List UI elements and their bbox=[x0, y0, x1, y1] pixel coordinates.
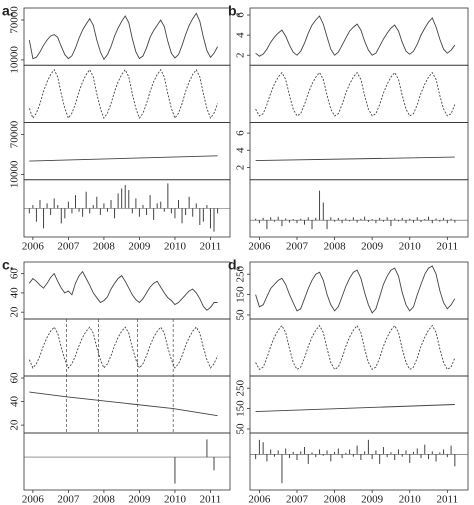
subplot-frame bbox=[23, 7, 231, 66]
x-tick-label: 2010 bbox=[164, 241, 187, 253]
y-tick-label: 4 bbox=[235, 147, 247, 153]
x-tick-label: 2011 bbox=[200, 494, 222, 505]
x-tick-label: 2010 bbox=[164, 494, 187, 505]
y-tick-label: 50 bbox=[235, 309, 247, 321]
x-tick-label: 2010 bbox=[399, 241, 422, 253]
y-tick-label: 60 bbox=[9, 372, 21, 384]
x-tick-label: 2011 bbox=[437, 241, 459, 253]
y-tick-label: 70000 bbox=[9, 120, 21, 148]
y-tick-label: 4 bbox=[235, 32, 247, 38]
x-tick-label: 2006 bbox=[248, 494, 271, 505]
x-tick-label: 2010 bbox=[399, 494, 422, 505]
subplot-frame bbox=[249, 432, 469, 491]
x-tick-label: 2009 bbox=[361, 494, 384, 505]
x-tick-label: 2006 bbox=[248, 241, 271, 253]
y-tick-label: 10000 bbox=[9, 160, 21, 188]
x-tick-label: 2007 bbox=[57, 241, 80, 253]
subplot-frame bbox=[249, 375, 469, 434]
y-tick-label: 2 bbox=[235, 52, 247, 58]
x-tick-label: 2006 bbox=[22, 241, 45, 253]
subplot-frame bbox=[23, 64, 231, 123]
x-tick-label: 2008 bbox=[324, 494, 347, 505]
x-tick-label: 2011 bbox=[437, 494, 459, 505]
series-line bbox=[28, 12, 218, 61]
y-tick-label: 40 bbox=[9, 396, 21, 408]
seasonal-line bbox=[28, 68, 219, 120]
series-line bbox=[29, 155, 218, 162]
y-tick-label: 6 bbox=[235, 12, 247, 18]
series-line bbox=[255, 404, 455, 413]
y-tick-label: 40 bbox=[9, 287, 21, 299]
y-tick-label: 50 bbox=[235, 423, 247, 435]
subplot-frame bbox=[249, 122, 469, 181]
panel-label: b. bbox=[228, 3, 240, 19]
x-tick-label: 2008 bbox=[93, 241, 116, 253]
x-tick-label: 2006 bbox=[22, 494, 45, 505]
y-tick-label: 20 bbox=[9, 419, 21, 431]
y-tick-label: 2 bbox=[235, 165, 247, 171]
y-tick-label: 150 bbox=[235, 286, 247, 303]
subplot-frame bbox=[249, 261, 469, 320]
series-line bbox=[28, 270, 218, 311]
series-line bbox=[255, 156, 455, 162]
x-tick-label: 2007 bbox=[286, 241, 309, 253]
panel-label: d. bbox=[228, 257, 240, 273]
panel-label: a. bbox=[2, 3, 14, 19]
y-tick-label: 250 bbox=[235, 379, 247, 396]
subplot-frame bbox=[249, 7, 469, 66]
series-line bbox=[255, 265, 456, 314]
y-tick-label: 60 bbox=[9, 268, 21, 280]
y-tick-label: 250 bbox=[235, 265, 247, 282]
x-tick-label: 2007 bbox=[57, 494, 80, 505]
seasonal-line bbox=[28, 326, 219, 369]
subplot-frame bbox=[23, 375, 231, 434]
series-line bbox=[29, 391, 218, 417]
x-tick-label: 2008 bbox=[324, 241, 347, 253]
seasonal-line bbox=[255, 324, 456, 371]
subplot-frame bbox=[23, 261, 231, 320]
y-tick-label: 70000 bbox=[9, 6, 21, 34]
subplot-frame bbox=[249, 64, 469, 123]
x-tick-label: 2007 bbox=[286, 494, 309, 505]
x-tick-label: 2009 bbox=[128, 241, 151, 253]
x-tick-label: 2008 bbox=[93, 494, 116, 505]
seasonal-line bbox=[255, 71, 456, 117]
panel-label: c. bbox=[2, 257, 14, 273]
series-line bbox=[255, 15, 456, 57]
y-tick-label: 10000 bbox=[9, 46, 21, 74]
subplot-frame bbox=[249, 179, 469, 238]
x-tick-label: 2009 bbox=[128, 494, 151, 505]
x-tick-label: 2011 bbox=[200, 241, 222, 253]
y-tick-label: 6 bbox=[235, 130, 247, 136]
subplot-frame bbox=[23, 432, 231, 491]
subplot-frame bbox=[23, 122, 231, 181]
y-tick-label: 150 bbox=[235, 400, 247, 417]
y-tick-label: 20 bbox=[9, 306, 21, 318]
x-tick-label: 2009 bbox=[361, 241, 384, 253]
